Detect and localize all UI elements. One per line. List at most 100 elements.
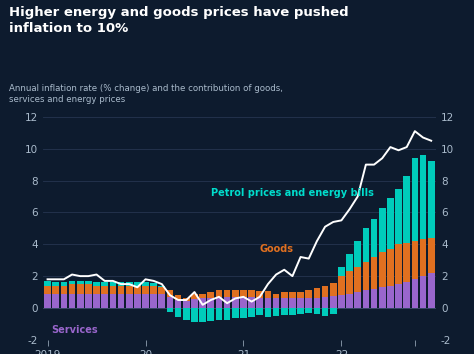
Bar: [289, 292, 296, 298]
Bar: [199, 294, 206, 298]
Bar: [330, 296, 337, 308]
Bar: [273, 308, 280, 316]
Bar: [52, 286, 59, 294]
Bar: [371, 289, 377, 308]
Bar: [77, 284, 83, 294]
Bar: [167, 290, 173, 297]
Bar: [338, 276, 345, 295]
Bar: [355, 241, 361, 267]
Text: Services: Services: [52, 325, 98, 336]
Bar: [101, 286, 108, 294]
Bar: [419, 155, 427, 240]
Bar: [150, 286, 157, 294]
Bar: [363, 290, 369, 308]
Bar: [142, 294, 149, 308]
Bar: [208, 292, 214, 298]
Bar: [208, 298, 214, 308]
Bar: [256, 308, 263, 315]
Bar: [69, 281, 75, 284]
Bar: [314, 308, 320, 314]
Bar: [175, 300, 182, 308]
Bar: [346, 271, 353, 294]
Bar: [208, 308, 214, 321]
Bar: [191, 295, 198, 299]
Bar: [305, 298, 312, 308]
Bar: [61, 282, 67, 286]
Bar: [363, 228, 369, 262]
Bar: [403, 176, 410, 243]
Bar: [240, 297, 247, 308]
Bar: [167, 308, 173, 312]
Bar: [142, 286, 149, 294]
Bar: [69, 284, 75, 294]
Bar: [158, 295, 165, 308]
Bar: [281, 298, 288, 308]
Bar: [77, 281, 83, 284]
Bar: [371, 257, 377, 289]
Bar: [52, 282, 59, 286]
Bar: [281, 308, 288, 315]
Bar: [403, 243, 410, 282]
Bar: [61, 286, 67, 294]
Bar: [134, 282, 141, 286]
Bar: [85, 294, 91, 308]
Bar: [330, 283, 337, 296]
Bar: [273, 294, 280, 298]
Text: Higher energy and goods prices have pushed
inflation to 10%: Higher energy and goods prices have push…: [9, 6, 349, 35]
Bar: [126, 282, 133, 286]
Bar: [419, 276, 427, 308]
Bar: [322, 297, 328, 308]
Bar: [346, 254, 353, 271]
Bar: [289, 308, 296, 315]
Bar: [216, 308, 222, 320]
Bar: [395, 284, 402, 308]
Bar: [305, 290, 312, 298]
Bar: [126, 286, 133, 294]
Bar: [44, 294, 51, 308]
Bar: [44, 286, 51, 294]
Bar: [232, 297, 238, 308]
Bar: [109, 294, 116, 308]
Bar: [289, 298, 296, 308]
Bar: [224, 297, 230, 308]
Bar: [216, 297, 222, 308]
Bar: [387, 286, 394, 308]
Bar: [363, 262, 369, 290]
Bar: [297, 298, 304, 308]
Bar: [248, 290, 255, 297]
Bar: [411, 241, 418, 279]
Bar: [273, 298, 280, 308]
Bar: [175, 308, 182, 317]
Bar: [142, 282, 149, 286]
Bar: [297, 292, 304, 298]
Bar: [428, 238, 435, 273]
Bar: [264, 298, 271, 308]
Bar: [419, 240, 427, 276]
Bar: [134, 294, 141, 308]
Bar: [93, 286, 100, 294]
Bar: [371, 219, 377, 257]
Bar: [395, 244, 402, 284]
Bar: [411, 279, 418, 308]
Bar: [183, 308, 190, 320]
Bar: [118, 294, 124, 308]
Bar: [338, 267, 345, 276]
Bar: [191, 308, 198, 321]
Bar: [183, 301, 190, 308]
Bar: [61, 294, 67, 308]
Bar: [109, 286, 116, 294]
Bar: [175, 295, 182, 300]
Bar: [224, 308, 230, 320]
Bar: [150, 283, 157, 286]
Bar: [150, 294, 157, 308]
Bar: [305, 308, 312, 313]
Bar: [314, 298, 320, 308]
Bar: [428, 161, 435, 238]
Bar: [191, 299, 198, 308]
Bar: [355, 292, 361, 308]
Bar: [403, 282, 410, 308]
Bar: [248, 297, 255, 308]
Bar: [199, 308, 206, 321]
Bar: [411, 158, 418, 241]
Bar: [85, 281, 91, 284]
